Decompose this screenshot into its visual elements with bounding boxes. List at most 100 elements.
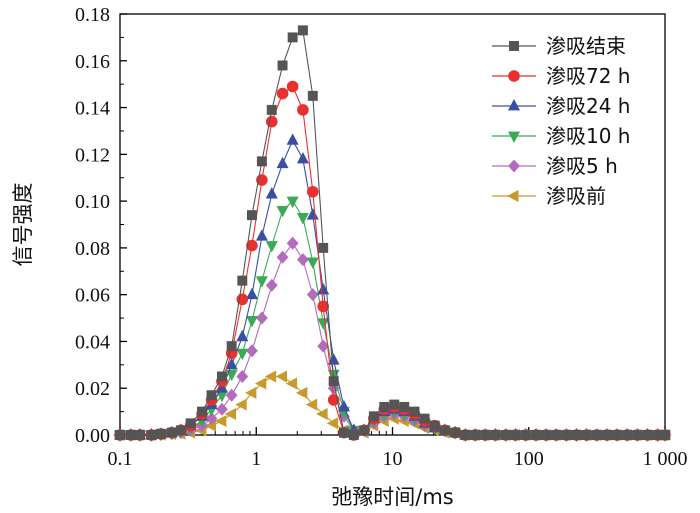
data-point xyxy=(571,430,582,440)
data-point xyxy=(276,156,289,169)
data-point xyxy=(246,210,257,221)
data-point xyxy=(175,425,186,436)
y-tick-label: 0.00 xyxy=(75,425,110,447)
data-point xyxy=(255,311,268,325)
data-point xyxy=(338,427,349,438)
data-point xyxy=(265,278,278,292)
data-point xyxy=(531,430,541,440)
data-point xyxy=(254,377,267,390)
y-tick-label: 0.04 xyxy=(75,331,110,353)
data-point xyxy=(286,133,299,145)
data-point xyxy=(225,388,238,402)
data-point xyxy=(337,399,350,412)
y-tick-label: 0.08 xyxy=(75,238,110,260)
data-point xyxy=(286,80,299,93)
legend-item: 渗吸前 xyxy=(492,184,606,208)
series-1 xyxy=(115,25,670,440)
data-point xyxy=(216,402,228,416)
data-point xyxy=(317,339,330,353)
x-tick-label: 100 xyxy=(514,448,544,470)
data-point xyxy=(368,411,379,422)
data-point xyxy=(429,420,440,431)
series-3 xyxy=(114,133,671,440)
data-point xyxy=(214,414,227,427)
data-point xyxy=(520,430,531,440)
legend-item: 渗吸5 h xyxy=(492,154,618,178)
legend-marker xyxy=(509,41,519,51)
data-point xyxy=(480,430,491,440)
data-point xyxy=(156,428,166,439)
data-point xyxy=(185,418,196,429)
data-point xyxy=(307,90,318,101)
data-point xyxy=(265,187,278,199)
data-point xyxy=(236,348,249,361)
data-point xyxy=(296,152,309,164)
data-point xyxy=(226,341,237,352)
data-point xyxy=(236,370,249,384)
data-point xyxy=(255,229,268,241)
data-point xyxy=(581,430,592,440)
y-tick-label: 0.18 xyxy=(75,4,110,26)
data-point xyxy=(265,241,278,253)
axes: 0.00 0.02 0.04 0.06 0.08 0.10 0.12 0.14 0.16 0.18… xyxy=(75,4,688,470)
x-axis-title: 弛豫时间/ms xyxy=(331,485,453,509)
data-point xyxy=(305,398,318,411)
x-tick-label: 10 xyxy=(383,448,403,470)
legend-marker xyxy=(507,190,519,202)
data-point xyxy=(287,32,298,43)
data-point xyxy=(216,371,227,382)
data-point xyxy=(296,213,309,225)
data-point xyxy=(316,407,328,420)
data-point xyxy=(265,115,278,128)
data-point xyxy=(146,430,157,440)
data-point xyxy=(318,242,329,253)
legend-marker xyxy=(508,131,520,143)
data-point xyxy=(276,87,289,100)
data-point xyxy=(409,406,420,417)
data-point xyxy=(500,430,511,440)
data-point xyxy=(236,329,249,342)
data-point xyxy=(622,430,633,440)
legend-label: 渗吸72 h xyxy=(546,64,630,88)
legend-label: 渗吸前 xyxy=(546,184,606,208)
legend-item: 渗吸24 h xyxy=(492,94,630,118)
legend-label: 渗吸结束 xyxy=(546,34,626,58)
legend-item: 渗吸72 h xyxy=(492,64,630,88)
data-point xyxy=(237,275,248,286)
x-tick-label: 1 000 xyxy=(643,448,688,470)
data-point xyxy=(317,300,329,313)
data-point xyxy=(245,287,258,300)
series-layer xyxy=(113,25,671,442)
data-point xyxy=(306,185,319,198)
x-tick-label: 1 xyxy=(251,448,261,470)
data-point xyxy=(551,430,562,440)
data-point xyxy=(286,236,299,250)
data-point xyxy=(389,399,400,410)
data-point xyxy=(266,104,277,115)
legend-marker xyxy=(508,159,520,173)
data-point xyxy=(561,430,572,440)
data-point xyxy=(660,430,670,440)
data-point xyxy=(297,104,309,116)
y-tick-label: 0.16 xyxy=(75,51,110,73)
data-point xyxy=(246,239,258,252)
data-point xyxy=(439,425,450,436)
data-point xyxy=(166,427,177,438)
data-point xyxy=(419,413,430,424)
data-point xyxy=(224,407,237,420)
series-line xyxy=(120,29,665,436)
data-point xyxy=(348,430,359,440)
data-point xyxy=(225,357,238,370)
data-point xyxy=(295,386,308,399)
data-point xyxy=(235,398,247,411)
legend-label: 渗吸5 h xyxy=(546,154,618,178)
data-point xyxy=(327,353,340,365)
legend-item: 渗吸10 h xyxy=(492,124,630,148)
data-point xyxy=(255,276,268,288)
data-point xyxy=(601,430,612,440)
y-tick-label: 0.02 xyxy=(75,378,110,400)
data-point xyxy=(326,417,339,430)
data-point xyxy=(379,401,390,412)
data-point xyxy=(541,430,552,440)
